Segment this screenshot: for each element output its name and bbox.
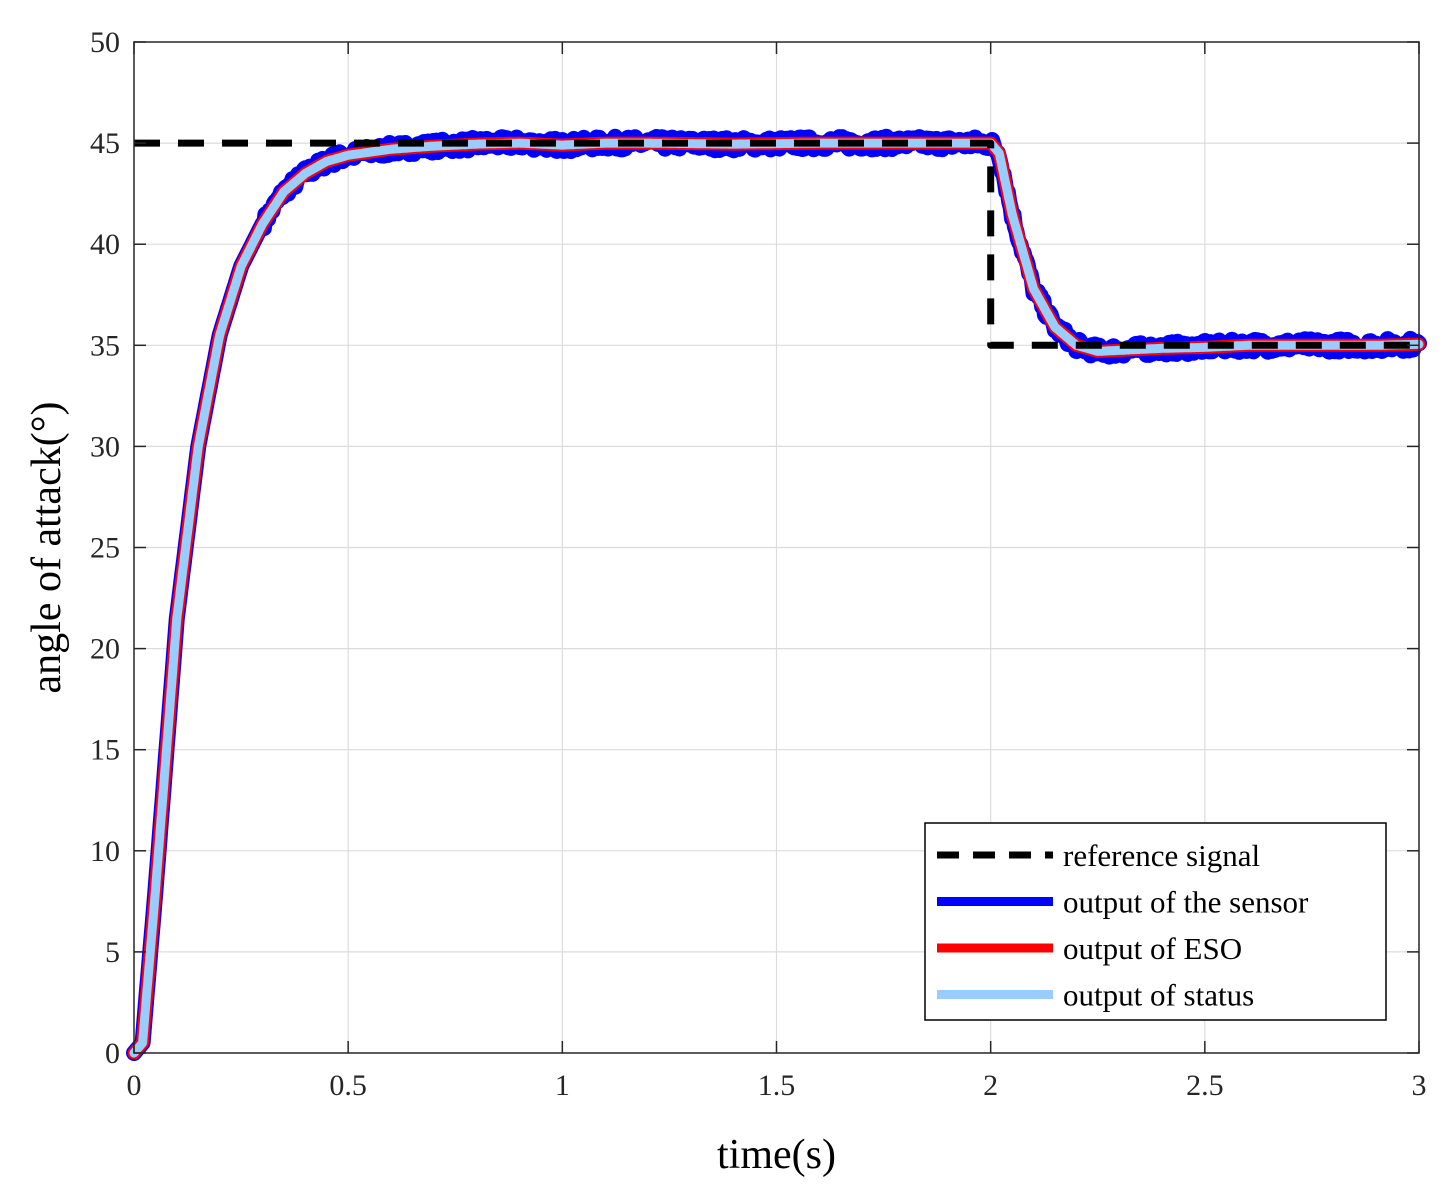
y-tick-label: 20 (90, 633, 120, 666)
y-tick-label: 50 (90, 26, 120, 59)
legend-label-1: output of the sensor (1063, 885, 1309, 920)
x-tick-label: 0.5 (329, 1069, 367, 1102)
series-line-3 (129, 138, 1424, 1058)
y-tick-label: 15 (90, 734, 120, 767)
legend-label-3: output of status (1063, 978, 1254, 1013)
x-tick-label: 1 (555, 1069, 570, 1102)
y-tick-label: 10 (90, 835, 120, 868)
x-tick-label: 2.5 (1186, 1069, 1224, 1102)
x-tick-label: 0 (127, 1069, 142, 1102)
y-tick-label: 0 (105, 1037, 120, 1070)
y-tick-label: 40 (90, 228, 120, 261)
legend-label-0: reference signal (1063, 838, 1260, 873)
x-tick-label: 2 (983, 1069, 998, 1102)
x-axis-title: time(s) (717, 1132, 836, 1178)
y-tick-label: 25 (90, 532, 120, 565)
legend: reference signal output of the sensor outp… (924, 822, 1387, 1021)
y-axis-title: angle of attack(°) (24, 402, 70, 694)
y-tick-label: 45 (90, 127, 120, 160)
x-tick-label: 1.5 (758, 1069, 796, 1102)
legend-box (924, 822, 1387, 1021)
legend-label-2: output of ESO (1063, 931, 1242, 966)
x-tick-label: 3 (1412, 1069, 1427, 1102)
y-tick-label: 35 (90, 329, 120, 362)
series-group (126, 128, 1427, 1061)
y-tick-label: 30 (90, 430, 120, 463)
y-tick-label: 5 (105, 936, 120, 969)
